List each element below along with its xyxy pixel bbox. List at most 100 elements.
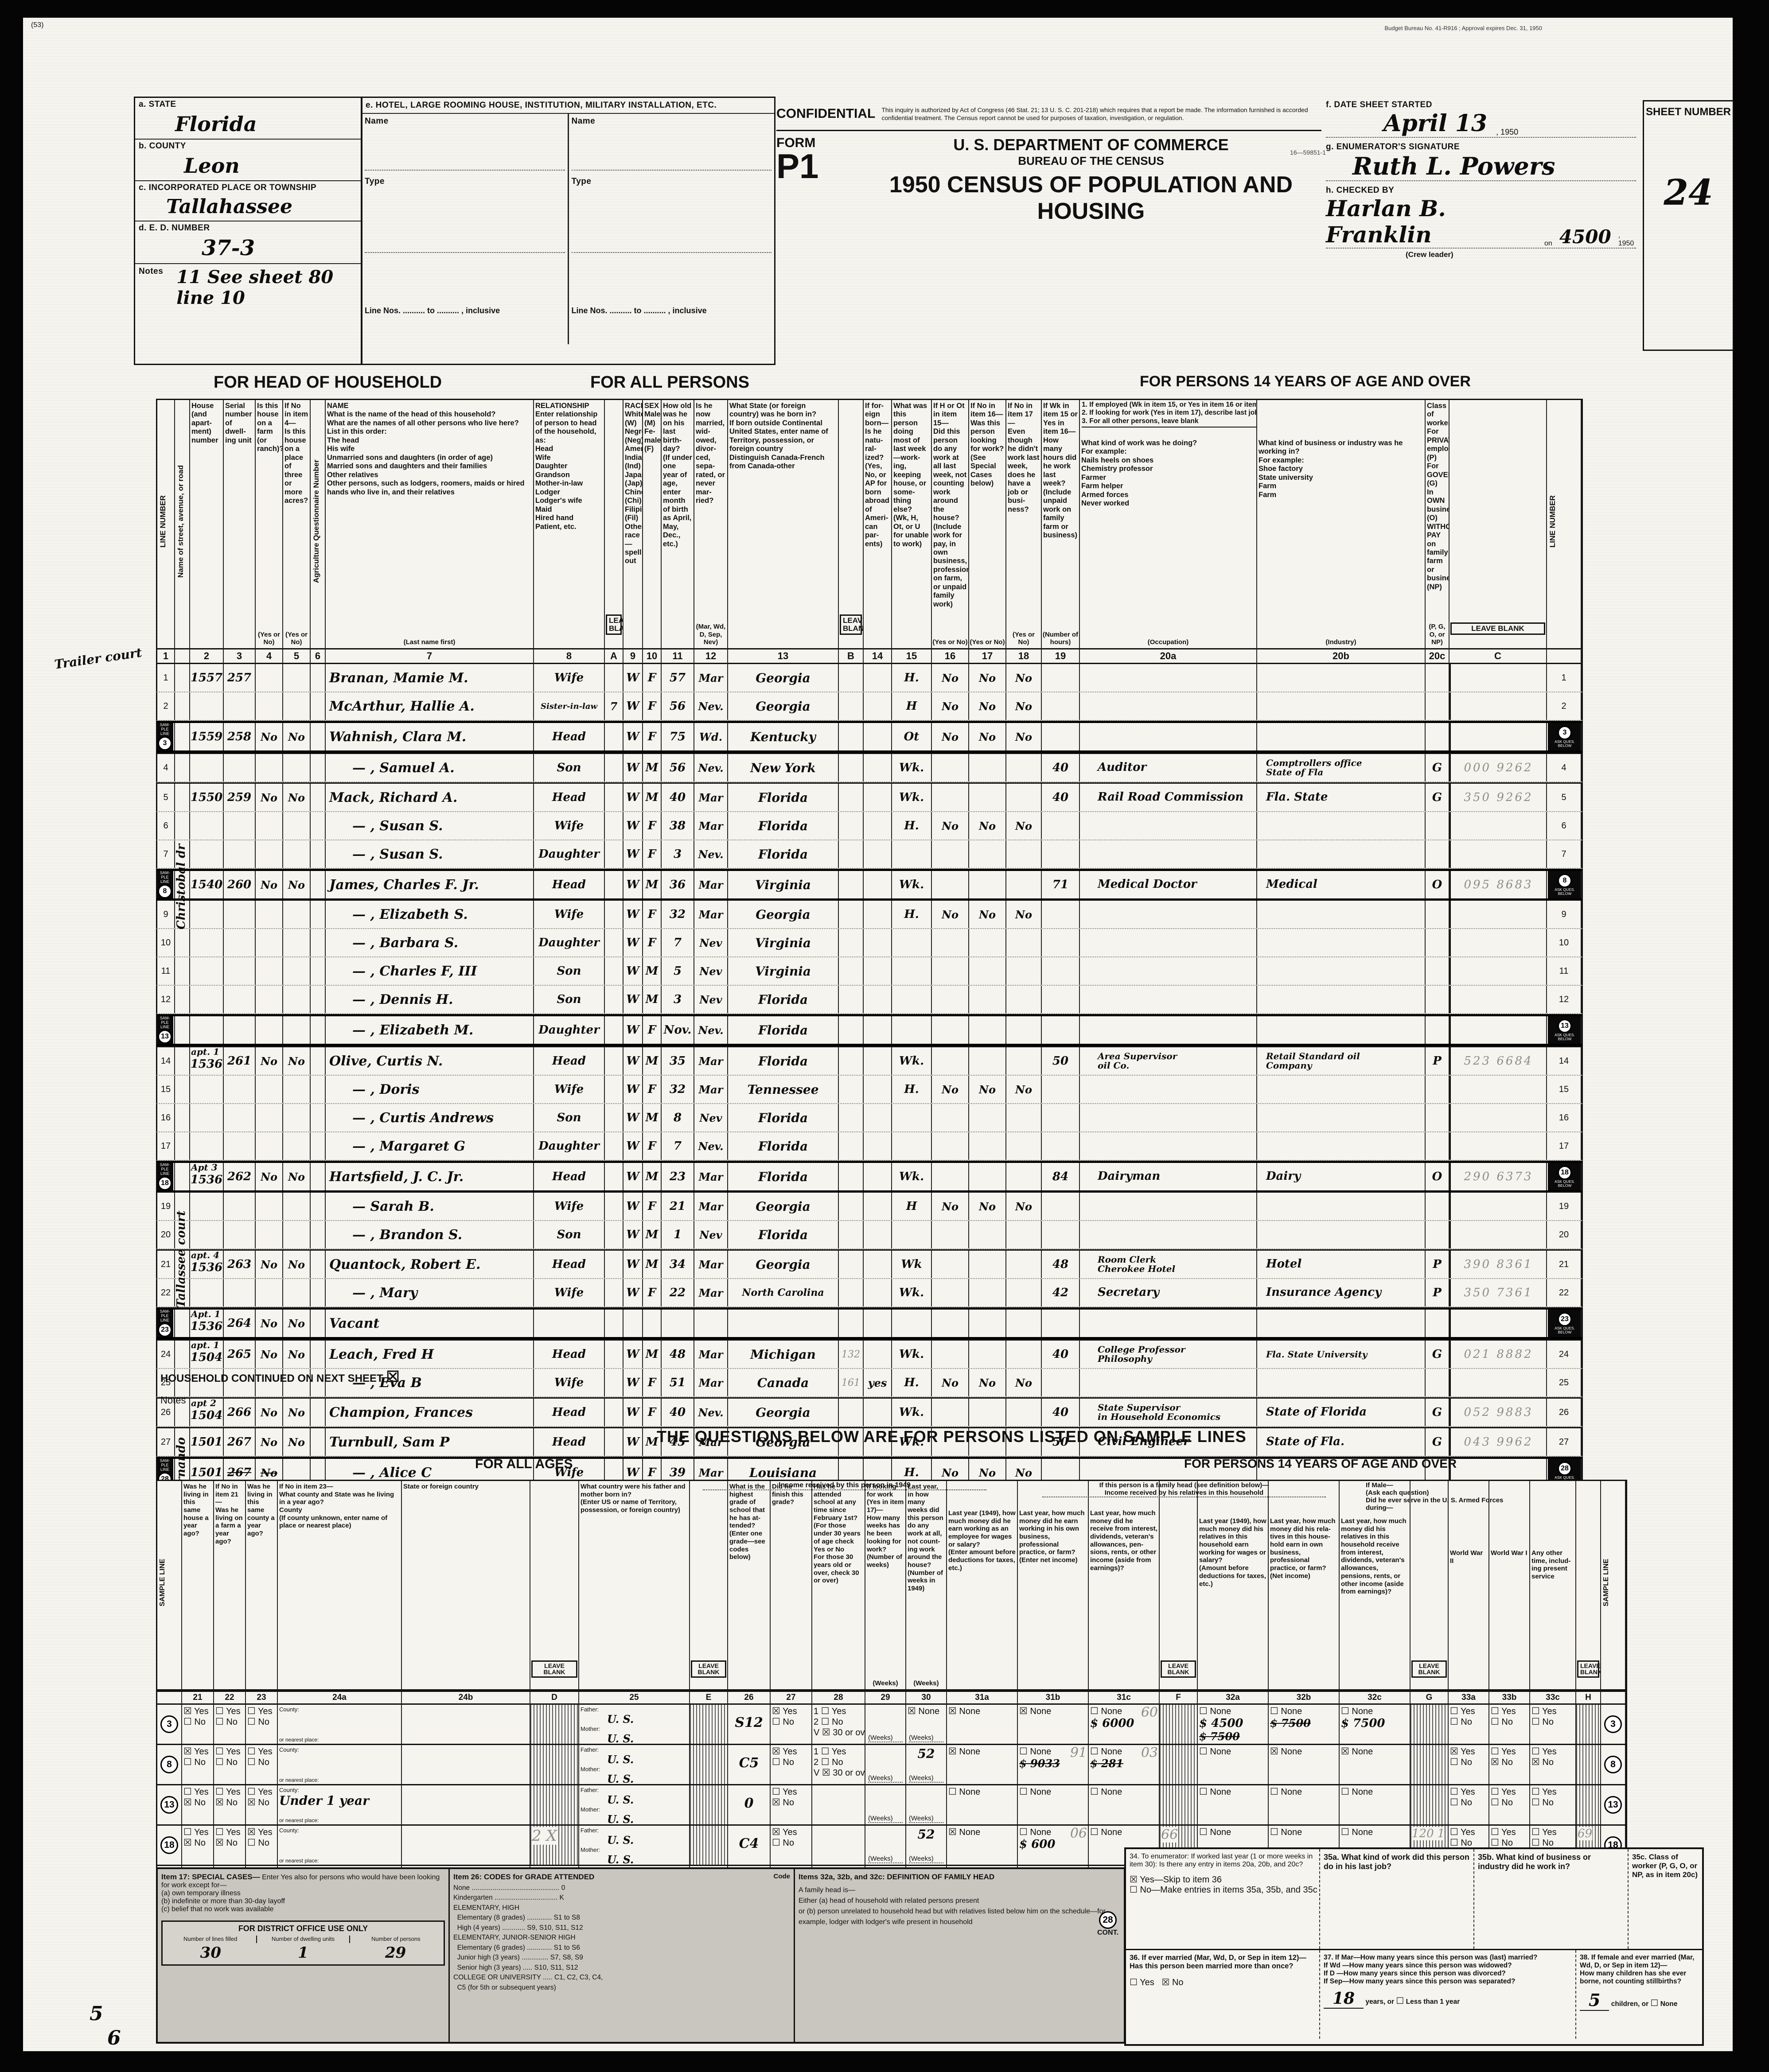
- row14-farm-value[interactable]: No: [261, 1054, 277, 1068]
- handwritten-entry[interactable]: ☐ No: [247, 1717, 269, 1727]
- row24-bpl-value[interactable]: Michigan: [750, 1347, 816, 1362]
- row26-name-value[interactable]: Champion, Frances: [329, 1404, 473, 1420]
- handwritten-entry[interactable]: ☐ None: [1270, 1706, 1302, 1716]
- row14-act-value[interactable]: Wk.: [899, 1054, 924, 1068]
- row1-bpl-value[interactable]: Georgia: [756, 670, 810, 685]
- row12-bpl-value[interactable]: Florida: [758, 992, 808, 1007]
- row24-occ-value[interactable]: College Professor Philosophy: [1098, 1344, 1185, 1364]
- row18-cls-value[interactable]: O: [1432, 1170, 1442, 1183]
- handwritten-entry[interactable]: ☐ None: [1019, 1787, 1052, 1797]
- handwritten-entry[interactable]: $ 7500: [1199, 1730, 1240, 1743]
- row24-serial-value[interactable]: 265: [227, 1348, 252, 1361]
- row19-name-value[interactable]: — Sarah B.: [352, 1198, 434, 1214]
- row26-C-value[interactable]: 052 9883: [1464, 1406, 1533, 1419]
- handwritten-entry[interactable]: C4: [739, 1836, 759, 1851]
- place-value[interactable]: Tallahassee: [166, 195, 293, 218]
- handwritten-entry[interactable]: ☒ No: [183, 1838, 206, 1848]
- row17-age-value[interactable]: 7: [673, 1139, 682, 1153]
- row15-j18-value[interactable]: No: [1015, 1083, 1032, 1096]
- handwritten-entry[interactable]: ☐ Yes: [1531, 1746, 1557, 1757]
- row14-sex-value[interactable]: M: [645, 1054, 659, 1068]
- handwritten-entry[interactable]: U. S.: [607, 1753, 634, 1766]
- row25-nat-value[interactable]: yes: [868, 1376, 887, 1389]
- row24-cls-value[interactable]: G: [1432, 1348, 1442, 1361]
- row25-l17-value[interactable]: No: [979, 1376, 996, 1389]
- handwritten-entry[interactable]: U. S.: [607, 1853, 634, 1865]
- row27-C-value[interactable]: 043 9962: [1464, 1435, 1533, 1449]
- handwritten-entry[interactable]: ☐ None: [1270, 1787, 1302, 1797]
- handwritten-entry[interactable]: ☒ Yes: [1450, 1746, 1475, 1757]
- row5-mar-value[interactable]: Mar: [698, 791, 723, 804]
- row22-act-value[interactable]: Wk.: [899, 1286, 924, 1299]
- row23-house-value[interactable]: 1536: [190, 1320, 223, 1333]
- row18-hrs-value[interactable]: 84: [1052, 1170, 1069, 1183]
- handwritten-entry[interactable]: 52: [917, 1827, 935, 1842]
- handwritten-entry[interactable]: ☒ Yes: [183, 1706, 209, 1716]
- ed-value[interactable]: 37-3: [202, 236, 255, 260]
- row25-act-value[interactable]: H.: [904, 1376, 919, 1389]
- row5-house-value[interactable]: 1550: [190, 791, 223, 804]
- row23-serial-value[interactable]: 264: [227, 1317, 252, 1330]
- handwritten-entry[interactable]: ☒ Yes: [772, 1827, 797, 1837]
- row4-act-value[interactable]: Wk.: [899, 761, 924, 774]
- handwritten-entry[interactable]: ☐ Yes: [247, 1746, 273, 1757]
- row3-farm-value[interactable]: No: [261, 730, 277, 743]
- row22-bpl-value[interactable]: North Carolina: [742, 1287, 824, 1298]
- row18-name-value[interactable]: Hartsfield, J. C. Jr.: [329, 1169, 464, 1185]
- row13-age-value[interactable]: Nov.: [663, 1023, 692, 1037]
- handwritten-entry[interactable]: $ 6000: [1090, 1717, 1134, 1730]
- row26-acres-value[interactable]: No: [288, 1406, 305, 1419]
- row5-bpl-value[interactable]: Florida: [758, 790, 808, 805]
- row14-acres-value[interactable]: No: [288, 1054, 305, 1068]
- row15-w16-value[interactable]: No: [942, 1083, 959, 1096]
- row3-acres-value[interactable]: No: [288, 730, 305, 743]
- row5-act-value[interactable]: Wk.: [899, 791, 924, 804]
- row19-bpl-value[interactable]: Georgia: [756, 1199, 810, 1214]
- handwritten-entry[interactable]: Under 1 year: [279, 1793, 369, 1808]
- district-val-2[interactable]: 1: [298, 1944, 308, 1962]
- handwritten-entry[interactable]: ☐ None: [1341, 1827, 1373, 1837]
- row4-C-value[interactable]: 000 9262: [1464, 761, 1533, 774]
- q38-none-checkbox[interactable]: ☐: [1650, 1998, 1659, 2008]
- row8-bpl-value[interactable]: Virginia: [755, 877, 811, 892]
- row14-occ-value[interactable]: Area Supervisor oil Co.: [1098, 1051, 1177, 1071]
- row25-name-value[interactable]: — , Eva B: [352, 1375, 422, 1391]
- row5-hrs-value[interactable]: 40: [1052, 791, 1069, 804]
- row18-farm-value[interactable]: No: [261, 1170, 277, 1183]
- row26-act-value[interactable]: Wk.: [899, 1406, 924, 1419]
- row24-race-value[interactable]: W: [626, 1348, 639, 1361]
- row24-house-value[interactable]: 1504: [190, 1351, 223, 1364]
- handwritten-entry[interactable]: ☐ None: [1270, 1827, 1302, 1837]
- row15-mar-value[interactable]: Mar: [698, 1083, 723, 1096]
- row25-j18-value[interactable]: No: [1015, 1376, 1032, 1389]
- row15-race-value[interactable]: W: [626, 1083, 639, 1096]
- handwritten-entry[interactable]: U. S.: [607, 1813, 634, 1824]
- district-val-3[interactable]: 29: [385, 1944, 406, 1962]
- handwritten-entry[interactable]: ☐ No: [1450, 1838, 1472, 1848]
- row22-sex-value[interactable]: F: [647, 1286, 656, 1299]
- row28-j18-value[interactable]: No: [1015, 1466, 1032, 1479]
- row9-name-value[interactable]: — , Elizabeth S.: [352, 906, 468, 922]
- row28-name-value[interactable]: — , Alice C: [352, 1465, 432, 1481]
- row22-cls-value[interactable]: P: [1433, 1286, 1442, 1299]
- row18-house-value[interactable]: 1536: [190, 1173, 223, 1186]
- handwritten-entry[interactable]: $ 7500: [1270, 1717, 1311, 1730]
- row11-race-value[interactable]: W: [626, 964, 639, 978]
- row28-house-value[interactable]: 1501: [190, 1466, 223, 1479]
- handwritten-entry[interactable]: ☐ None: [1090, 1827, 1122, 1837]
- row22-occ-value[interactable]: Secretary: [1098, 1286, 1160, 1299]
- row1-mar-value[interactable]: Mar: [698, 671, 723, 684]
- row1-rel-value[interactable]: Wife: [554, 671, 584, 684]
- row22-age-value[interactable]: 22: [669, 1286, 686, 1299]
- row14-bpl-value[interactable]: Florida: [758, 1053, 808, 1069]
- handwritten-entry[interactable]: ☐ No: [183, 1757, 206, 1768]
- handwritten-entry[interactable]: 52: [917, 1746, 935, 1761]
- handwritten-entry[interactable]: U. S.: [607, 1773, 634, 1784]
- row8-name-value[interactable]: James, Charles F. Jr.: [329, 877, 479, 893]
- checker-number[interactable]: 4500: [1559, 226, 1611, 248]
- row5-serial-value[interactable]: 259: [227, 791, 252, 804]
- row22-ind-value[interactable]: Insurance Agency: [1266, 1286, 1382, 1299]
- row10-age-value[interactable]: 7: [673, 936, 682, 949]
- sheet-number-value[interactable]: 24: [1664, 171, 1713, 213]
- county-value[interactable]: Leon: [184, 154, 240, 178]
